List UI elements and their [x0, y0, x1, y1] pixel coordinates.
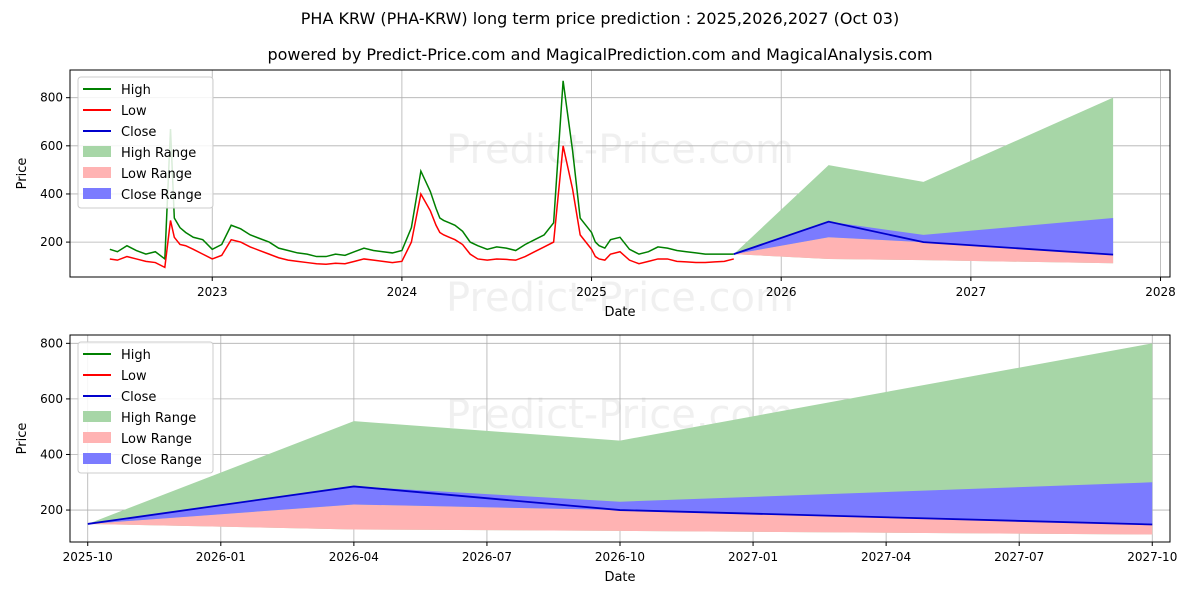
y-axis-label: Price — [15, 158, 30, 190]
legend-box — [77, 341, 214, 474]
x-axis-label: Date — [604, 305, 635, 320]
legend-swatch — [83, 432, 111, 443]
legend-label: High Range — [121, 411, 196, 426]
legend-swatch — [83, 146, 111, 157]
plot-area — [87, 343, 1153, 535]
x-tick-label: 2027 — [956, 285, 987, 299]
legend-label: Close — [121, 125, 156, 140]
y-tick-label: 400 — [40, 187, 63, 201]
x-tick-label: 2026-01 — [196, 550, 246, 564]
legend-label: Low Range — [121, 432, 192, 447]
legend-swatch — [83, 167, 111, 178]
y-tick-label: 800 — [40, 336, 63, 350]
y-tick-label: 200 — [40, 235, 63, 249]
legend-label: Low — [121, 369, 147, 384]
x-axis-label: Date — [604, 570, 635, 585]
legend-label: Close Range — [121, 188, 202, 203]
y-tick-label: 200 — [40, 503, 63, 517]
y-axis-label: Price — [15, 423, 30, 455]
close-series-line — [733, 220, 1114, 256]
panel-1: Predict-Price.com 2023 2024 2025 2026 2027 202… — [15, 69, 1176, 320]
x-tick-label: 2027-07 — [994, 550, 1044, 564]
low-range-area — [733, 237, 1114, 264]
watermark: Predict-Price.com — [446, 275, 794, 321]
x-tick-label: 2025 — [576, 285, 607, 299]
legend-label: Low — [121, 104, 147, 119]
low-range-area — [87, 504, 1153, 535]
y-tick-label: 800 — [40, 91, 63, 105]
x-tick-label: 2026-04 — [329, 550, 379, 564]
legend: High Low Close High Range Low Range Close Ran… — [77, 76, 214, 209]
x-tick-label: 2027-01 — [728, 550, 778, 564]
close-series-line — [87, 485, 1153, 526]
plot-area — [109, 80, 1114, 269]
legend-label: High Range — [121, 146, 196, 161]
low-series-line — [109, 145, 734, 269]
legend-label: High — [121, 83, 151, 98]
x-tick-label: 2028 — [1145, 285, 1176, 299]
watermark: Predict-Price.com — [446, 127, 794, 173]
axes-frame — [69, 69, 1171, 278]
close-range-area — [733, 218, 1114, 255]
legend-label: High — [121, 348, 151, 363]
legend: High Low Close High Range Low Range Close Ran… — [77, 341, 214, 474]
x-tick-label: 2027-04 — [861, 550, 911, 564]
legend-swatch — [83, 453, 111, 464]
x-tick-label: 2026-07 — [462, 550, 512, 564]
legend-label: Close Range — [121, 453, 202, 468]
legend-swatch — [83, 411, 111, 422]
legend-swatch — [83, 188, 111, 199]
chart-title: PHA KRW (PHA-KRW) long term price predic… — [300, 9, 900, 28]
y-tick-label: 600 — [40, 392, 63, 406]
y-tick-label: 400 — [40, 447, 63, 461]
legend-label: Close — [121, 390, 156, 405]
x-tick-label: 2027-10 — [1127, 550, 1177, 564]
high-series-line — [109, 80, 734, 261]
legend-label: Low Range — [121, 167, 192, 182]
y-tick-label: 600 — [40, 139, 63, 153]
close-range-area — [87, 482, 1153, 525]
legend-box — [77, 76, 214, 209]
x-tick-label: 2026 — [766, 285, 797, 299]
chart-subtitle: powered by Predict-Price.com and Magical… — [267, 45, 933, 64]
x-tick-label: 2025-10 — [63, 550, 113, 564]
x-tick-label: 2026-10 — [595, 550, 645, 564]
x-tick-label: 2024 — [387, 285, 418, 299]
x-tick-label: 2023 — [197, 285, 228, 299]
